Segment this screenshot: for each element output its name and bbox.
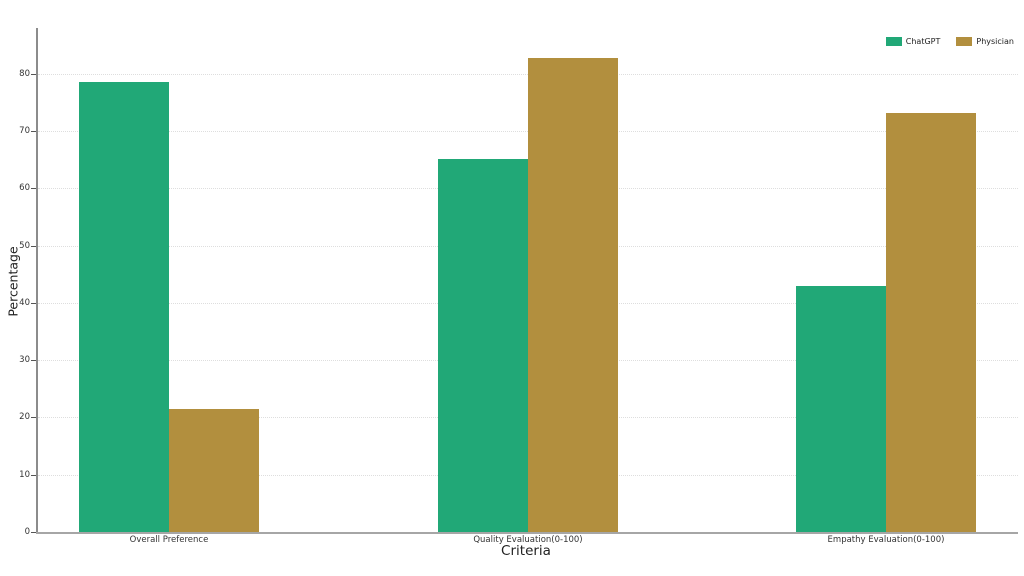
physician-color-swatch xyxy=(956,37,973,46)
legend-entry-physician: Physician xyxy=(956,37,1014,46)
y-tick-label-50: 50 xyxy=(19,240,30,251)
y-tick-label-20: 20 xyxy=(19,412,30,423)
y-tick-mark-0 xyxy=(31,532,36,533)
bar-physician-1 xyxy=(169,409,259,532)
bar-chatgpt-1 xyxy=(79,81,169,532)
y-tick-label-40: 40 xyxy=(19,297,30,308)
bar-physician-3 xyxy=(886,112,976,532)
bar-chatgpt-2 xyxy=(438,158,528,532)
x-axis-line xyxy=(36,532,1018,534)
chatgpt-color-swatch xyxy=(885,37,902,46)
x-axis-title: Criteria xyxy=(501,543,551,559)
y-tick-mark-40 xyxy=(31,302,36,304)
bar-chatgpt-3 xyxy=(796,285,886,532)
y-tick-mark-60 xyxy=(31,188,36,190)
y-tick-label-10: 10 xyxy=(19,469,30,480)
legend-label-chatgpt: ChatGPT xyxy=(905,37,941,46)
legend-entry-chatgpt: ChatGPT xyxy=(885,37,941,46)
legend-label-physician: Physician xyxy=(976,37,1014,46)
y-tick-label-0: 0 xyxy=(24,527,30,537)
legend: ChatGPT Physician xyxy=(885,37,1014,46)
y-tick-label-30: 30 xyxy=(19,355,30,366)
x-category-label-2: Quality Evaluation(0-100) xyxy=(473,535,583,545)
y-tick-mark-20 xyxy=(31,417,36,419)
y-tick-mark-30 xyxy=(31,360,36,362)
y-tick-mark-70 xyxy=(31,131,36,133)
bar-physician-2 xyxy=(528,57,618,532)
x-category-label-3: Empathy Evaluation(0-100) xyxy=(827,535,945,545)
y-tick-mark-50 xyxy=(31,245,36,247)
y-axis-line xyxy=(36,28,38,534)
y-tick-label-70: 70 xyxy=(19,126,30,137)
y-tick-mark-10 xyxy=(31,474,36,476)
y-tick-label-80: 80 xyxy=(19,68,30,79)
x-category-label-1: Overall Preference xyxy=(129,535,209,545)
plot-area xyxy=(38,28,1018,532)
y-tick-label-60: 60 xyxy=(19,183,30,194)
y-tick-mark-80 xyxy=(31,73,36,75)
